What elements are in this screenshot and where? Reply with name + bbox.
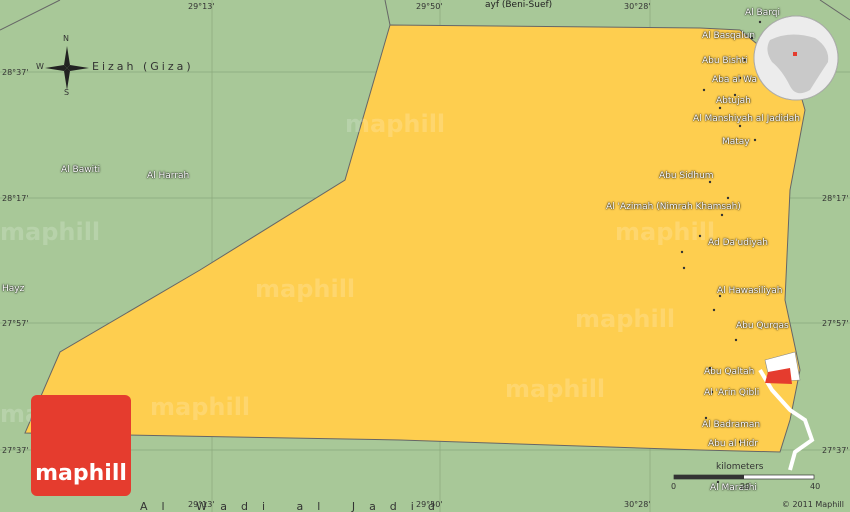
town-label: Al Manshiyah al Jadidah [693, 114, 800, 124]
lat-label: 27°57' [822, 319, 849, 328]
town-label: Al Basqalun [702, 31, 756, 41]
town-label: Abu Bishti [702, 56, 748, 66]
town-label: Abu Qaltah [704, 367, 755, 377]
watermark: maphill [615, 218, 716, 246]
town-label: Al 'Azimah (Nimrah Khamsah) [606, 202, 741, 212]
town-label: Abu al Hidr [708, 439, 758, 449]
scale-tick: 0 [671, 482, 677, 491]
watermark: maphill [255, 275, 356, 303]
town-label: Aba al Wa [712, 75, 757, 85]
maphill-logo[interactable]: maphill [31, 395, 131, 496]
label-bawiti: Al Bawiti [61, 165, 101, 175]
town-label: Ad Da'udiyah [708, 238, 768, 248]
compass-rose [45, 46, 89, 90]
scale-tick: 40 [810, 482, 821, 491]
lat-label: 28°17' [822, 194, 849, 203]
town-label: Al Badraman [702, 420, 761, 430]
lon-label: 29°50' [416, 500, 443, 509]
town-label: Abu Qurqas [736, 321, 789, 331]
compass-west: W [36, 62, 44, 71]
lon-label: 29°13' [188, 2, 215, 11]
locator-marker [765, 368, 792, 384]
lon-label: 30°28' [624, 500, 651, 509]
compass-north: N [63, 34, 69, 43]
watermark: maphill [575, 305, 676, 333]
lat-label: 28°37' [2, 68, 29, 77]
lon-label: 29°50' [416, 2, 443, 11]
town-label: Abu Sidhum [659, 171, 714, 181]
lat-label: 27°57' [2, 319, 29, 328]
label-harrah: Al Harrah [147, 171, 190, 181]
watermark: maphill [505, 375, 606, 403]
lat-label: 28°17' [2, 194, 29, 203]
town-label: Al 'Arin Qibli [704, 388, 760, 398]
town-label: Abtujah [716, 96, 751, 106]
watermark: maphill [150, 393, 251, 421]
scale-label: kilometers [716, 462, 764, 472]
town-label: Al Hawasiliyah [717, 286, 783, 296]
lon-label: 30°28' [624, 2, 651, 11]
region-label-wadi-jadid: Al Wadi al Jadid [140, 500, 449, 512]
lat-label: 27°37' [822, 446, 849, 455]
copyright: © 2011 Maphill [781, 500, 844, 509]
town-label: Al Marashi [710, 483, 757, 493]
logo-text: maphill [35, 461, 127, 486]
locator-globe [753, 15, 839, 101]
region-label-giza: Eizah (Giza) [92, 60, 194, 73]
label-beni-suef: ayf (Beni-Suef) [485, 0, 553, 10]
town-label: Al Barqi [745, 8, 780, 18]
label-hayz: Hayz [2, 284, 25, 294]
lon-label: 29°13' [188, 500, 215, 509]
scale-bar [673, 474, 815, 480]
scale-tick: 20 [740, 482, 751, 491]
watermark: maphill [0, 218, 101, 246]
lat-label: 27°37' [2, 446, 29, 455]
nile-river [758, 368, 815, 471]
compass-south: S [64, 88, 70, 97]
watermark: maphill [345, 110, 446, 138]
town-label: Matay [722, 137, 750, 147]
